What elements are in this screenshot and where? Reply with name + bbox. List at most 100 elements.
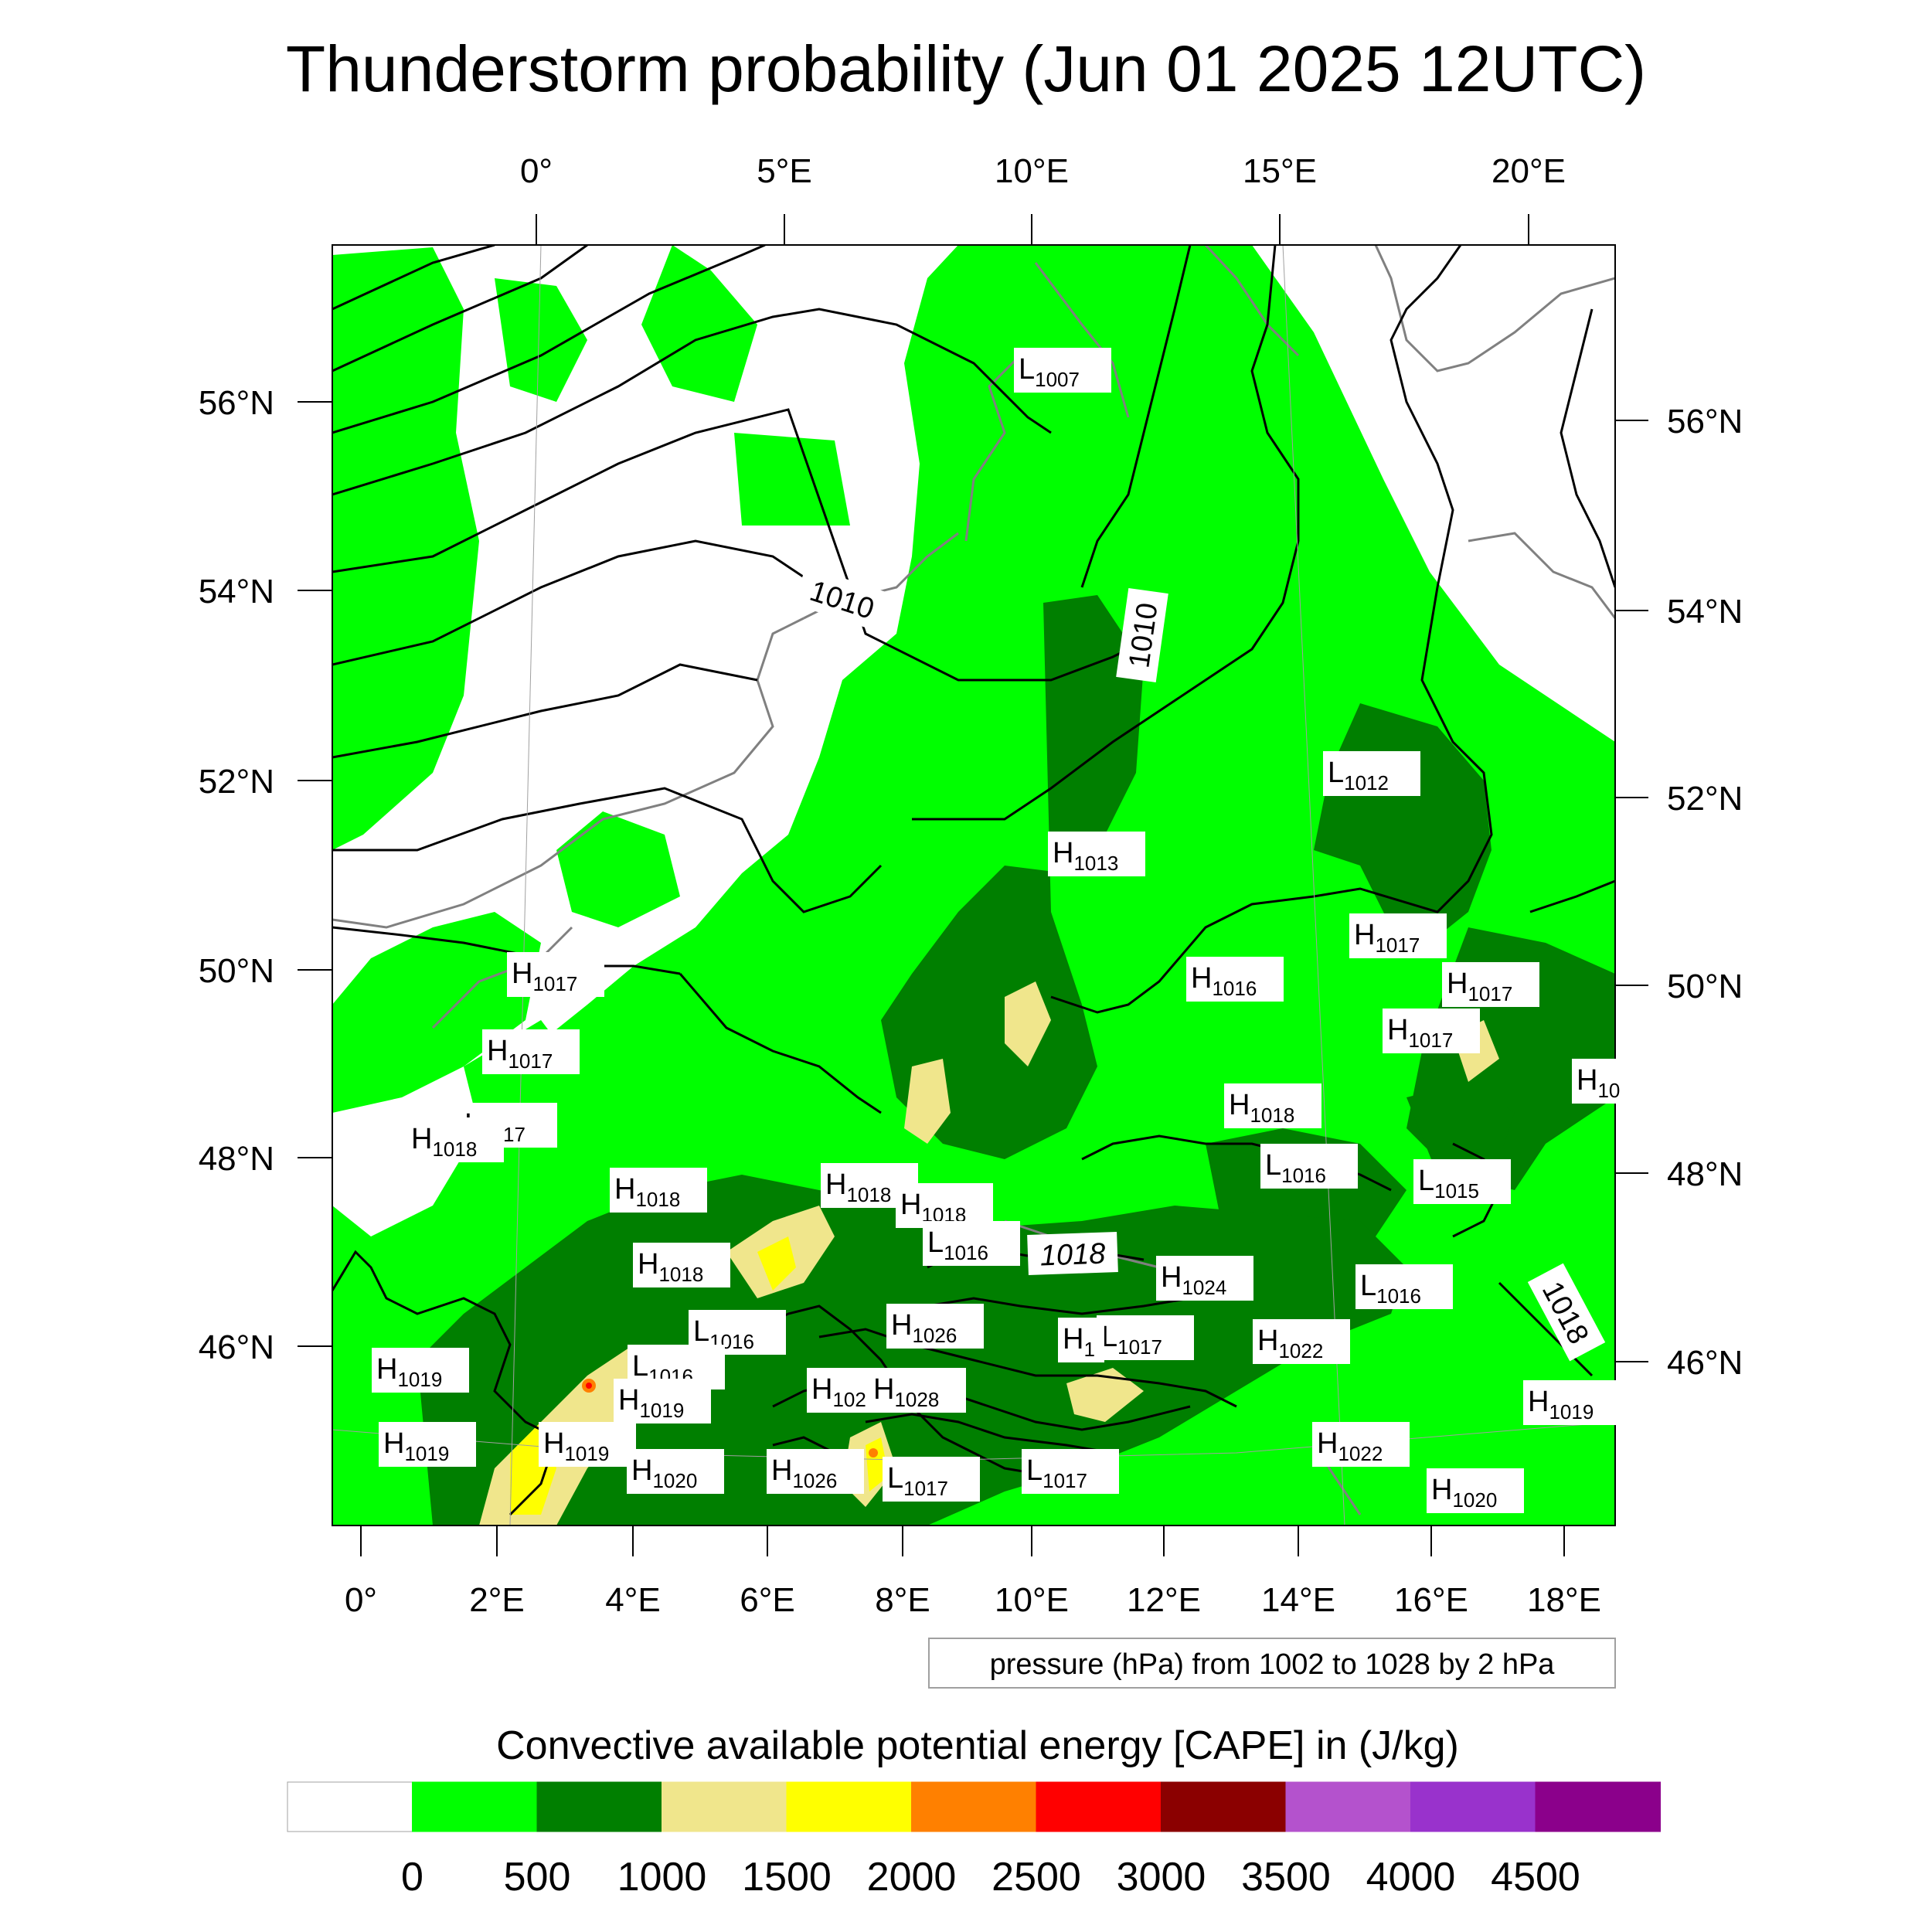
pressure-center-label: H1019 xyxy=(1523,1380,1621,1425)
lon-tick-label: 8°E xyxy=(875,1581,930,1619)
contour-labels: 1010 1010 1018 1018 xyxy=(793,566,1606,1362)
lat-tick-label: 50°N xyxy=(199,952,274,990)
cape-1500-2000-region xyxy=(757,1236,796,1291)
colorbar: 0 500 1000 1500 2000 2500 3000 3500 4000 4500 xyxy=(287,1781,1661,1900)
high-pressure-label: H1017 xyxy=(1447,968,1512,1005)
high-pressure-label: H102 xyxy=(811,1373,866,1411)
pressure-center-label: L1016 xyxy=(923,1221,1020,1266)
pressure-center-label: L1007 xyxy=(1014,348,1111,393)
colorbar-title: Convective available potential energy [C… xyxy=(496,1723,1459,1768)
lon-tick-label: 2°E xyxy=(469,1581,524,1619)
lon-tick-label: 10°E xyxy=(995,1581,1069,1619)
colorbar-swatch xyxy=(1535,1781,1661,1832)
high-pressure-label: H1018 xyxy=(411,1123,477,1161)
pressure-center-label: H1019 xyxy=(539,1422,636,1467)
high-pressure-label: H1026 xyxy=(771,1454,837,1492)
pressure-center-background xyxy=(633,1243,730,1287)
lon-tick-label: 15°E xyxy=(1243,152,1317,190)
high-pressure-label: H1024 xyxy=(1161,1261,1226,1299)
pressure-center-label: H1022 xyxy=(1312,1422,1410,1467)
pressure-center-label: H1028 xyxy=(869,1368,966,1413)
high-pressure-label: H1019 xyxy=(618,1384,684,1422)
high-pressure-label: H1026 xyxy=(891,1309,957,1347)
pressure-center-label: H1018 xyxy=(633,1243,730,1287)
low-pressure-label: L1016 xyxy=(1360,1270,1421,1308)
lon-tick-label: 10°E xyxy=(995,152,1069,190)
colorbar-swatch xyxy=(786,1781,912,1832)
pressure-center-label: H1017 xyxy=(482,1029,580,1074)
pressure-center-label: H1017 xyxy=(1349,913,1447,958)
colorbar-label: 1500 xyxy=(742,1855,832,1900)
lon-tick-label: 0° xyxy=(345,1581,377,1619)
pressure-center-background xyxy=(1413,1159,1511,1204)
high-pressure-label: H1019 xyxy=(383,1427,449,1465)
low-pressure-label: L1007 xyxy=(1019,353,1080,391)
pressure-center-background xyxy=(1572,1059,1635,1104)
high-pressure-label: H1022 xyxy=(1317,1427,1383,1465)
pressure-center-label: H1026 xyxy=(767,1449,864,1494)
high-pressure-label: H1020 xyxy=(1431,1474,1497,1512)
axis-tick-marks xyxy=(298,214,1648,1556)
lat-tick-label: 52°N xyxy=(199,763,274,801)
lat-tick-label: 50°N xyxy=(1667,968,1743,1005)
pressure-center-background xyxy=(610,1168,707,1213)
pressure-center-label: H1019 xyxy=(379,1422,476,1467)
pressure-center-label: H1018 xyxy=(1224,1083,1321,1128)
pressure-center-label: H1018 xyxy=(406,1117,504,1162)
colorbar-swatch xyxy=(1036,1781,1162,1832)
cape-0-500-region xyxy=(556,811,680,927)
colorbar-swatch xyxy=(287,1781,413,1832)
pressure-center-background xyxy=(1186,957,1284,1002)
cape-0-500-region xyxy=(495,278,587,402)
high-pressure-label: H1019 xyxy=(376,1353,442,1391)
pressure-center-background xyxy=(883,1457,980,1502)
colorbar-label: 3500 xyxy=(1241,1855,1331,1900)
pressure-center-background xyxy=(1260,1144,1358,1189)
lat-tick-label: 52°N xyxy=(1667,780,1743,818)
high-pressure-label: H1018 xyxy=(638,1248,703,1286)
pressure-center-label: H1020 xyxy=(627,1449,724,1494)
pressure-center-background xyxy=(767,1449,864,1494)
cape-0-500-region xyxy=(734,433,850,526)
pressure-center-label: H1019 xyxy=(372,1348,469,1393)
high-pressure-label: H1028 xyxy=(873,1373,939,1411)
pressure-center-label: L1017 xyxy=(1022,1449,1119,1494)
pressure-center-label: H1013 xyxy=(1048,832,1145,876)
pressure-centers: L1007 L1012 H1013 H1017 H1016 H1017 H1017 H1017… xyxy=(372,348,1635,1513)
high-pressure-label: H1 xyxy=(1063,1323,1095,1361)
cape-0-500-region xyxy=(332,912,541,1113)
colorbar-label: 4500 xyxy=(1491,1855,1580,1900)
pressure-center-background xyxy=(1224,1083,1321,1128)
pressure-center-background xyxy=(482,1029,580,1074)
low-pressure-label: L1016 xyxy=(693,1315,754,1353)
pressure-center-background xyxy=(539,1422,636,1467)
lat-tick-label: 48°N xyxy=(199,1140,274,1178)
pressure-center-background xyxy=(1156,1256,1253,1301)
colorbar-swatch xyxy=(536,1781,662,1832)
bottom-longitude-labels: 0° 2°E 4°E 6°E 8°E 10°E 12°E 14°E 16°E 1… xyxy=(345,1581,1601,1619)
map-border xyxy=(332,244,1616,1526)
colorbar-swatch xyxy=(662,1781,787,1832)
high-pressure-label: H1017 xyxy=(1387,1014,1453,1052)
colorbar-label: 2500 xyxy=(992,1855,1081,1900)
pressure-center-background xyxy=(1523,1380,1621,1425)
pressure-center-label: L1017 xyxy=(1097,1315,1194,1360)
pressure-center-background xyxy=(869,1368,966,1413)
lon-tick-label: 4°E xyxy=(605,1581,660,1619)
lat-tick-label: 54°N xyxy=(1667,593,1743,631)
pressure-center-background xyxy=(614,1379,711,1423)
high-pressure-label: H1018 xyxy=(1229,1089,1294,1127)
colorbar-swatch xyxy=(412,1781,538,1832)
pressure-center-background xyxy=(1014,348,1111,393)
pressure-center-background xyxy=(1253,1319,1350,1364)
colorbar-label: 0 xyxy=(401,1855,423,1900)
low-pressure-label: L1017 xyxy=(887,1462,948,1500)
pressure-center-background xyxy=(1427,1468,1524,1513)
high-pressure-label: H1018 xyxy=(614,1173,680,1211)
contour-label: 1018 xyxy=(1039,1238,1106,1273)
pressure-center-background xyxy=(1312,1422,1410,1467)
pressure-center-label: H10 xyxy=(1572,1059,1635,1104)
pressure-center-label: H1017 xyxy=(507,952,604,997)
pressure-center-background xyxy=(923,1221,1020,1266)
